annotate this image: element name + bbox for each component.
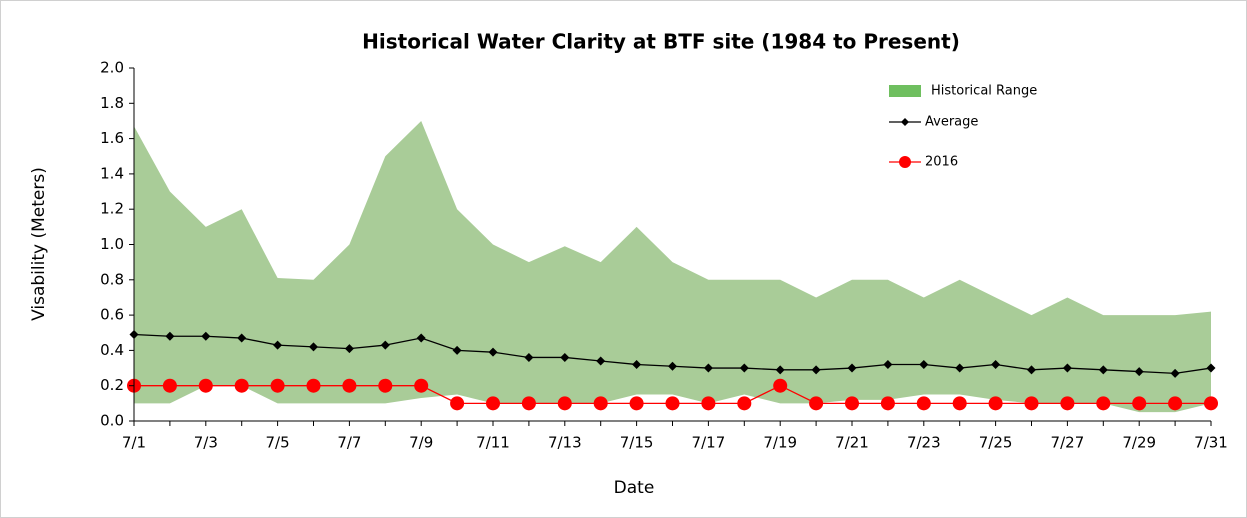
- point: [811, 365, 821, 375]
- y-tick-label: 0.8: [100, 270, 124, 288]
- point: [521, 396, 536, 411]
- point: [416, 333, 426, 343]
- point: [845, 396, 859, 411]
- point: [1170, 368, 1180, 378]
- point: [775, 365, 785, 375]
- point: [629, 396, 644, 411]
- point: [596, 356, 606, 366]
- legend-marker: [901, 118, 909, 126]
- point: [344, 344, 354, 354]
- x-tick-label: 7/7: [337, 434, 361, 452]
- point: [1134, 367, 1144, 377]
- point: [991, 360, 1001, 370]
- y-tick-label: 0.6: [100, 306, 124, 324]
- point: [883, 360, 893, 370]
- point: [165, 331, 175, 341]
- point: [773, 378, 788, 393]
- point: [486, 396, 500, 411]
- point: [847, 363, 857, 373]
- legend-marker: [899, 156, 911, 168]
- point: [270, 378, 285, 393]
- legend-label: Historical Range: [931, 84, 1037, 99]
- x-tick-label: 7/31: [1194, 434, 1228, 452]
- x-tick-label: 7/29: [1122, 434, 1156, 452]
- y-axis-title: Visability (Meters): [29, 167, 49, 321]
- point: [309, 342, 318, 352]
- y-tick-label: 1.2: [100, 200, 124, 218]
- point: [488, 347, 498, 357]
- x-tick-label: 7/1: [122, 434, 146, 452]
- x-tick-label: 7/21: [835, 434, 869, 452]
- x-tick-label: 7/9: [409, 434, 433, 452]
- point: [378, 378, 393, 393]
- y-tick-label: 0.0: [100, 412, 124, 430]
- x-tick-label: 7/3: [194, 434, 218, 452]
- point: [701, 396, 716, 411]
- point: [198, 378, 213, 393]
- point: [306, 378, 321, 393]
- point: [916, 396, 931, 411]
- point: [955, 363, 965, 373]
- point: [668, 361, 677, 371]
- point: [1062, 363, 1072, 373]
- point: [273, 340, 283, 350]
- x-tick-label: 7/13: [548, 434, 582, 452]
- chart-title: Historical Water Clarity at BTF site (19…: [362, 30, 960, 54]
- point: [952, 396, 967, 411]
- point: [809, 396, 824, 411]
- point: [1168, 396, 1183, 411]
- legend-label: Average: [925, 115, 978, 130]
- point: [632, 360, 642, 370]
- point: [880, 396, 895, 411]
- point: [450, 396, 465, 411]
- point: [557, 396, 572, 411]
- point: [665, 396, 680, 411]
- y-tick-label: 1.0: [100, 235, 124, 253]
- x-tick-label: 7/23: [907, 434, 941, 452]
- x-tick-label: 7/11: [476, 434, 510, 452]
- point: [1024, 396, 1039, 411]
- point: [342, 378, 357, 393]
- x-tick-label: 7/5: [266, 434, 290, 452]
- point: [593, 396, 608, 411]
- point: [1206, 363, 1216, 373]
- point: [162, 378, 177, 393]
- point: [1204, 396, 1218, 411]
- y-tick-label: 2.0: [100, 59, 124, 77]
- y-tick-label: 1.6: [100, 129, 124, 147]
- x-tick-label: 7/25: [979, 434, 1013, 452]
- legend-label: 2016: [925, 155, 958, 170]
- point: [234, 378, 249, 393]
- point: [988, 396, 1003, 411]
- point: [703, 363, 713, 373]
- x-tick-label: 7/17: [692, 434, 726, 452]
- point: [414, 378, 429, 393]
- x-tick-label: 7/15: [620, 434, 654, 452]
- x-tick-label: 7/27: [1051, 434, 1085, 452]
- point: [1027, 365, 1036, 375]
- point: [1096, 396, 1111, 411]
- range-area: [134, 120, 1211, 413]
- point: [1060, 396, 1075, 411]
- point: [560, 352, 570, 362]
- point: [201, 331, 211, 341]
- x-axis-title: Date: [614, 478, 655, 498]
- y-tick-label: 0.4: [100, 341, 124, 359]
- point: [739, 363, 749, 373]
- point: [452, 345, 462, 355]
- point: [737, 396, 752, 411]
- point: [380, 340, 390, 350]
- legend-swatch: [889, 85, 921, 97]
- y-tick-label: 1.8: [100, 94, 124, 112]
- point: [237, 333, 247, 343]
- point: [1098, 365, 1108, 375]
- y-tick-label: 0.2: [100, 376, 124, 394]
- point: [524, 352, 534, 362]
- point: [1132, 396, 1147, 411]
- x-tick-label: 7/19: [763, 434, 797, 452]
- point: [919, 360, 929, 370]
- y-tick-label: 1.4: [100, 164, 124, 182]
